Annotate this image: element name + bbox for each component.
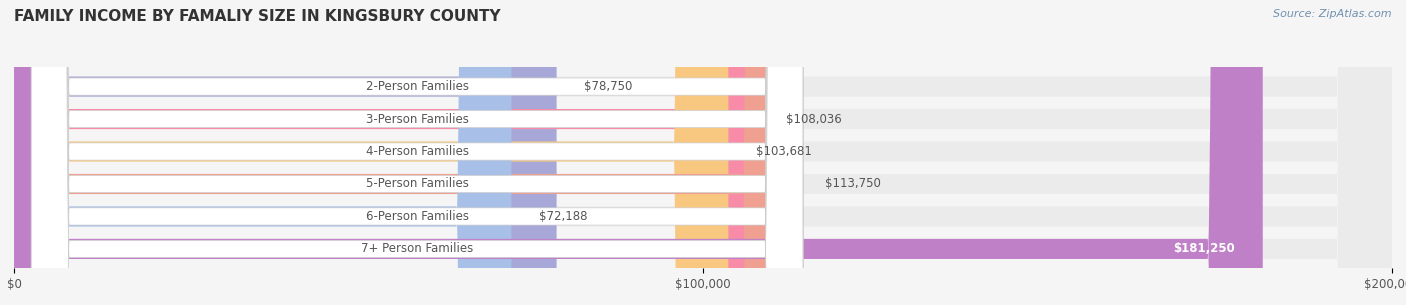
Text: $108,036: $108,036: [786, 113, 842, 126]
FancyBboxPatch shape: [31, 0, 803, 305]
FancyBboxPatch shape: [14, 0, 1392, 305]
Text: $72,188: $72,188: [538, 210, 588, 223]
FancyBboxPatch shape: [31, 0, 803, 305]
FancyBboxPatch shape: [14, 0, 557, 305]
FancyBboxPatch shape: [14, 0, 758, 305]
FancyBboxPatch shape: [14, 0, 512, 305]
Text: $78,750: $78,750: [583, 80, 633, 93]
Text: FAMILY INCOME BY FAMALIY SIZE IN KINGSBURY COUNTY: FAMILY INCOME BY FAMALIY SIZE IN KINGSBU…: [14, 9, 501, 24]
FancyBboxPatch shape: [14, 0, 728, 305]
FancyBboxPatch shape: [31, 0, 803, 305]
Text: 3-Person Families: 3-Person Families: [366, 113, 468, 126]
Text: $113,750: $113,750: [825, 178, 882, 191]
FancyBboxPatch shape: [14, 0, 1263, 305]
Text: 2-Person Families: 2-Person Families: [366, 80, 468, 93]
Text: 7+ Person Families: 7+ Person Families: [361, 242, 474, 255]
FancyBboxPatch shape: [14, 0, 1392, 305]
Text: 6-Person Families: 6-Person Families: [366, 210, 468, 223]
FancyBboxPatch shape: [14, 0, 1392, 305]
FancyBboxPatch shape: [14, 0, 1392, 305]
FancyBboxPatch shape: [31, 0, 803, 305]
Text: $181,250: $181,250: [1174, 242, 1236, 255]
Text: 5-Person Families: 5-Person Families: [366, 178, 468, 191]
Text: Source: ZipAtlas.com: Source: ZipAtlas.com: [1274, 9, 1392, 19]
FancyBboxPatch shape: [14, 0, 797, 305]
FancyBboxPatch shape: [14, 0, 1392, 305]
Text: $103,681: $103,681: [756, 145, 811, 158]
FancyBboxPatch shape: [31, 0, 803, 305]
FancyBboxPatch shape: [31, 0, 803, 305]
FancyBboxPatch shape: [14, 0, 1392, 305]
Text: 4-Person Families: 4-Person Families: [366, 145, 468, 158]
